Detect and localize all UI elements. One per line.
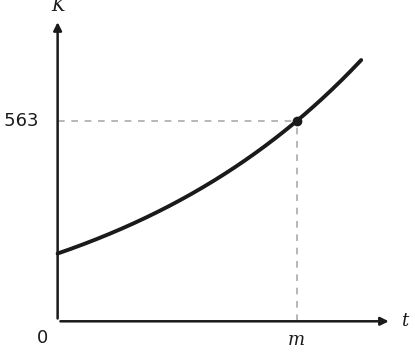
Text: 0: 0 [37,329,48,347]
Text: t: t [401,312,408,330]
Text: K: K [51,0,64,15]
Text: m: m [288,331,305,349]
Text: 6 563: 6 563 [0,112,39,130]
